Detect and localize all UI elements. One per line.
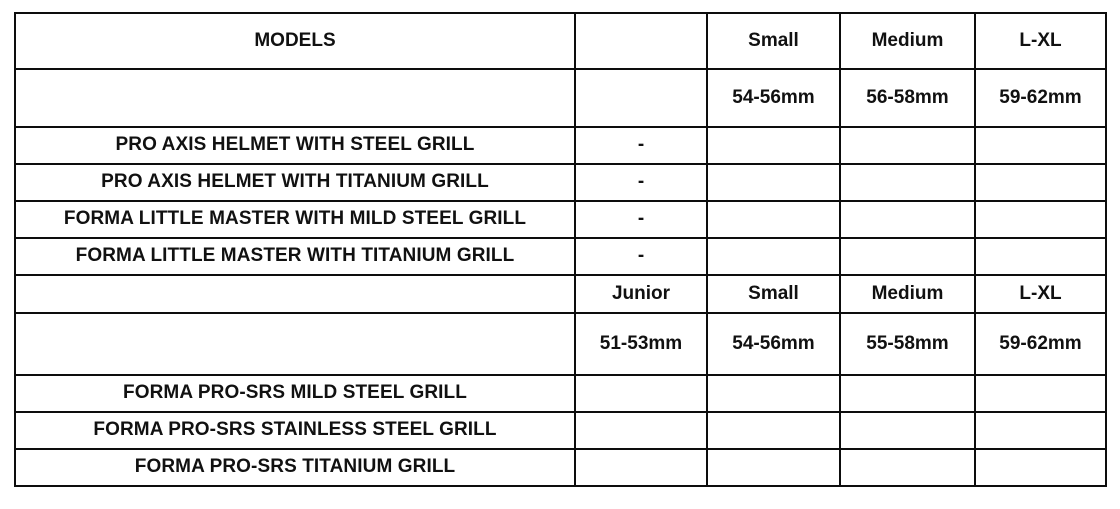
- junior-availability-cell: -: [574, 163, 708, 202]
- lxl-availability-cell: [974, 200, 1107, 239]
- table-row: FORMA LITTLE MASTER WITH TITANIUM GRILL …: [14, 237, 1107, 276]
- model-name-cell: PRO AXIS HELMET WITH STEEL GRILL: [14, 126, 576, 165]
- junior-availability-cell: -: [574, 237, 708, 276]
- medium-availability-cell: [839, 448, 976, 487]
- size-one-models-cell: [14, 68, 576, 128]
- header-two-small-cell: Small: [706, 274, 841, 314]
- size-one-medium-cell: 56-58mm: [839, 68, 976, 128]
- header-two-medium-cell: Medium: [839, 274, 976, 314]
- models-column-header: MODELS: [14, 12, 576, 70]
- small-availability-cell: [706, 200, 841, 239]
- small-availability-cell: [706, 411, 841, 450]
- model-name-cell: FORMA LITTLE MASTER WITH MILD STEEL GRIL…: [14, 200, 576, 239]
- table-row: FORMA LITTLE MASTER WITH MILD STEEL GRIL…: [14, 200, 1107, 239]
- model-name-cell: FORMA PRO-SRS TITANIUM GRILL: [14, 448, 576, 487]
- lxl-availability-cell: [974, 374, 1107, 413]
- size-one-small-cell: 54-56mm: [706, 68, 841, 128]
- table-row: FORMA PRO-SRS MILD STEEL GRILL: [14, 374, 1107, 413]
- size-range-row-one: 54-56mm 56-58mm 59-62mm: [14, 68, 1107, 128]
- small-availability-cell: [706, 374, 841, 413]
- lxl-availability-cell: [974, 237, 1107, 276]
- size-two-models-cell: [14, 312, 576, 376]
- medium-availability-cell: [839, 374, 976, 413]
- lxl-availability-cell: [974, 448, 1107, 487]
- model-name-cell: FORMA PRO-SRS STAINLESS STEEL GRILL: [14, 411, 576, 450]
- header-one-small-cell: Small: [706, 12, 841, 70]
- small-availability-cell: [706, 126, 841, 165]
- header-two-lxl-cell: L-XL: [974, 274, 1107, 314]
- table-row: PRO AXIS HELMET WITH STEEL GRILL -: [14, 126, 1107, 165]
- medium-availability-cell: [839, 200, 976, 239]
- header-two-models-cell: [14, 274, 576, 314]
- small-availability-cell: [706, 448, 841, 487]
- header-one-medium-cell: Medium: [839, 12, 976, 70]
- table-row: FORMA PRO-SRS STAINLESS STEEL GRILL: [14, 411, 1107, 450]
- size-two-lxl-cell: 59-62mm: [974, 312, 1107, 376]
- medium-availability-cell: [839, 163, 976, 202]
- medium-availability-cell: [839, 126, 976, 165]
- helmet-sizing-chart: MODELS Small Medium L-XL 54-56mm 56-58mm…: [14, 12, 1107, 487]
- model-name-cell: FORMA PRO-SRS MILD STEEL GRILL: [14, 374, 576, 413]
- medium-availability-cell: [839, 411, 976, 450]
- lxl-availability-cell: [974, 411, 1107, 450]
- small-availability-cell: [706, 163, 841, 202]
- junior-availability-cell: -: [574, 126, 708, 165]
- header-one-lxl-cell: L-XL: [974, 12, 1107, 70]
- size-two-medium-cell: 55-58mm: [839, 312, 976, 376]
- junior-availability-cell: [574, 411, 708, 450]
- small-availability-cell: [706, 237, 841, 276]
- size-range-row-two: 51-53mm 54-56mm 55-58mm 59-62mm: [14, 312, 1107, 376]
- model-name-cell: FORMA LITTLE MASTER WITH TITANIUM GRILL: [14, 237, 576, 276]
- lxl-availability-cell: [974, 126, 1107, 165]
- junior-availability-cell: [574, 374, 708, 413]
- size-two-small-cell: 54-56mm: [706, 312, 841, 376]
- table-header-row-one: MODELS Small Medium L-XL: [14, 12, 1107, 70]
- size-two-junior-cell: 51-53mm: [574, 312, 708, 376]
- junior-availability-cell: [574, 448, 708, 487]
- size-one-junior-cell: [574, 68, 708, 128]
- table-header-row-two: Junior Small Medium L-XL: [14, 274, 1107, 314]
- header-two-junior-cell: Junior: [574, 274, 708, 314]
- table-row: PRO AXIS HELMET WITH TITANIUM GRILL -: [14, 163, 1107, 202]
- medium-availability-cell: [839, 237, 976, 276]
- lxl-availability-cell: [974, 163, 1107, 202]
- header-one-junior-cell: [574, 12, 708, 70]
- junior-availability-cell: -: [574, 200, 708, 239]
- model-name-cell: PRO AXIS HELMET WITH TITANIUM GRILL: [14, 163, 576, 202]
- table-row: FORMA PRO-SRS TITANIUM GRILL: [14, 448, 1107, 487]
- size-one-lxl-cell: 59-62mm: [974, 68, 1107, 128]
